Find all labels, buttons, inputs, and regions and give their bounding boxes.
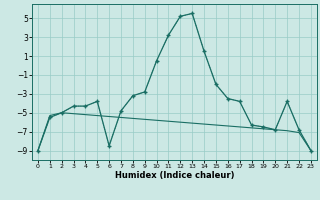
X-axis label: Humidex (Indice chaleur): Humidex (Indice chaleur): [115, 171, 234, 180]
